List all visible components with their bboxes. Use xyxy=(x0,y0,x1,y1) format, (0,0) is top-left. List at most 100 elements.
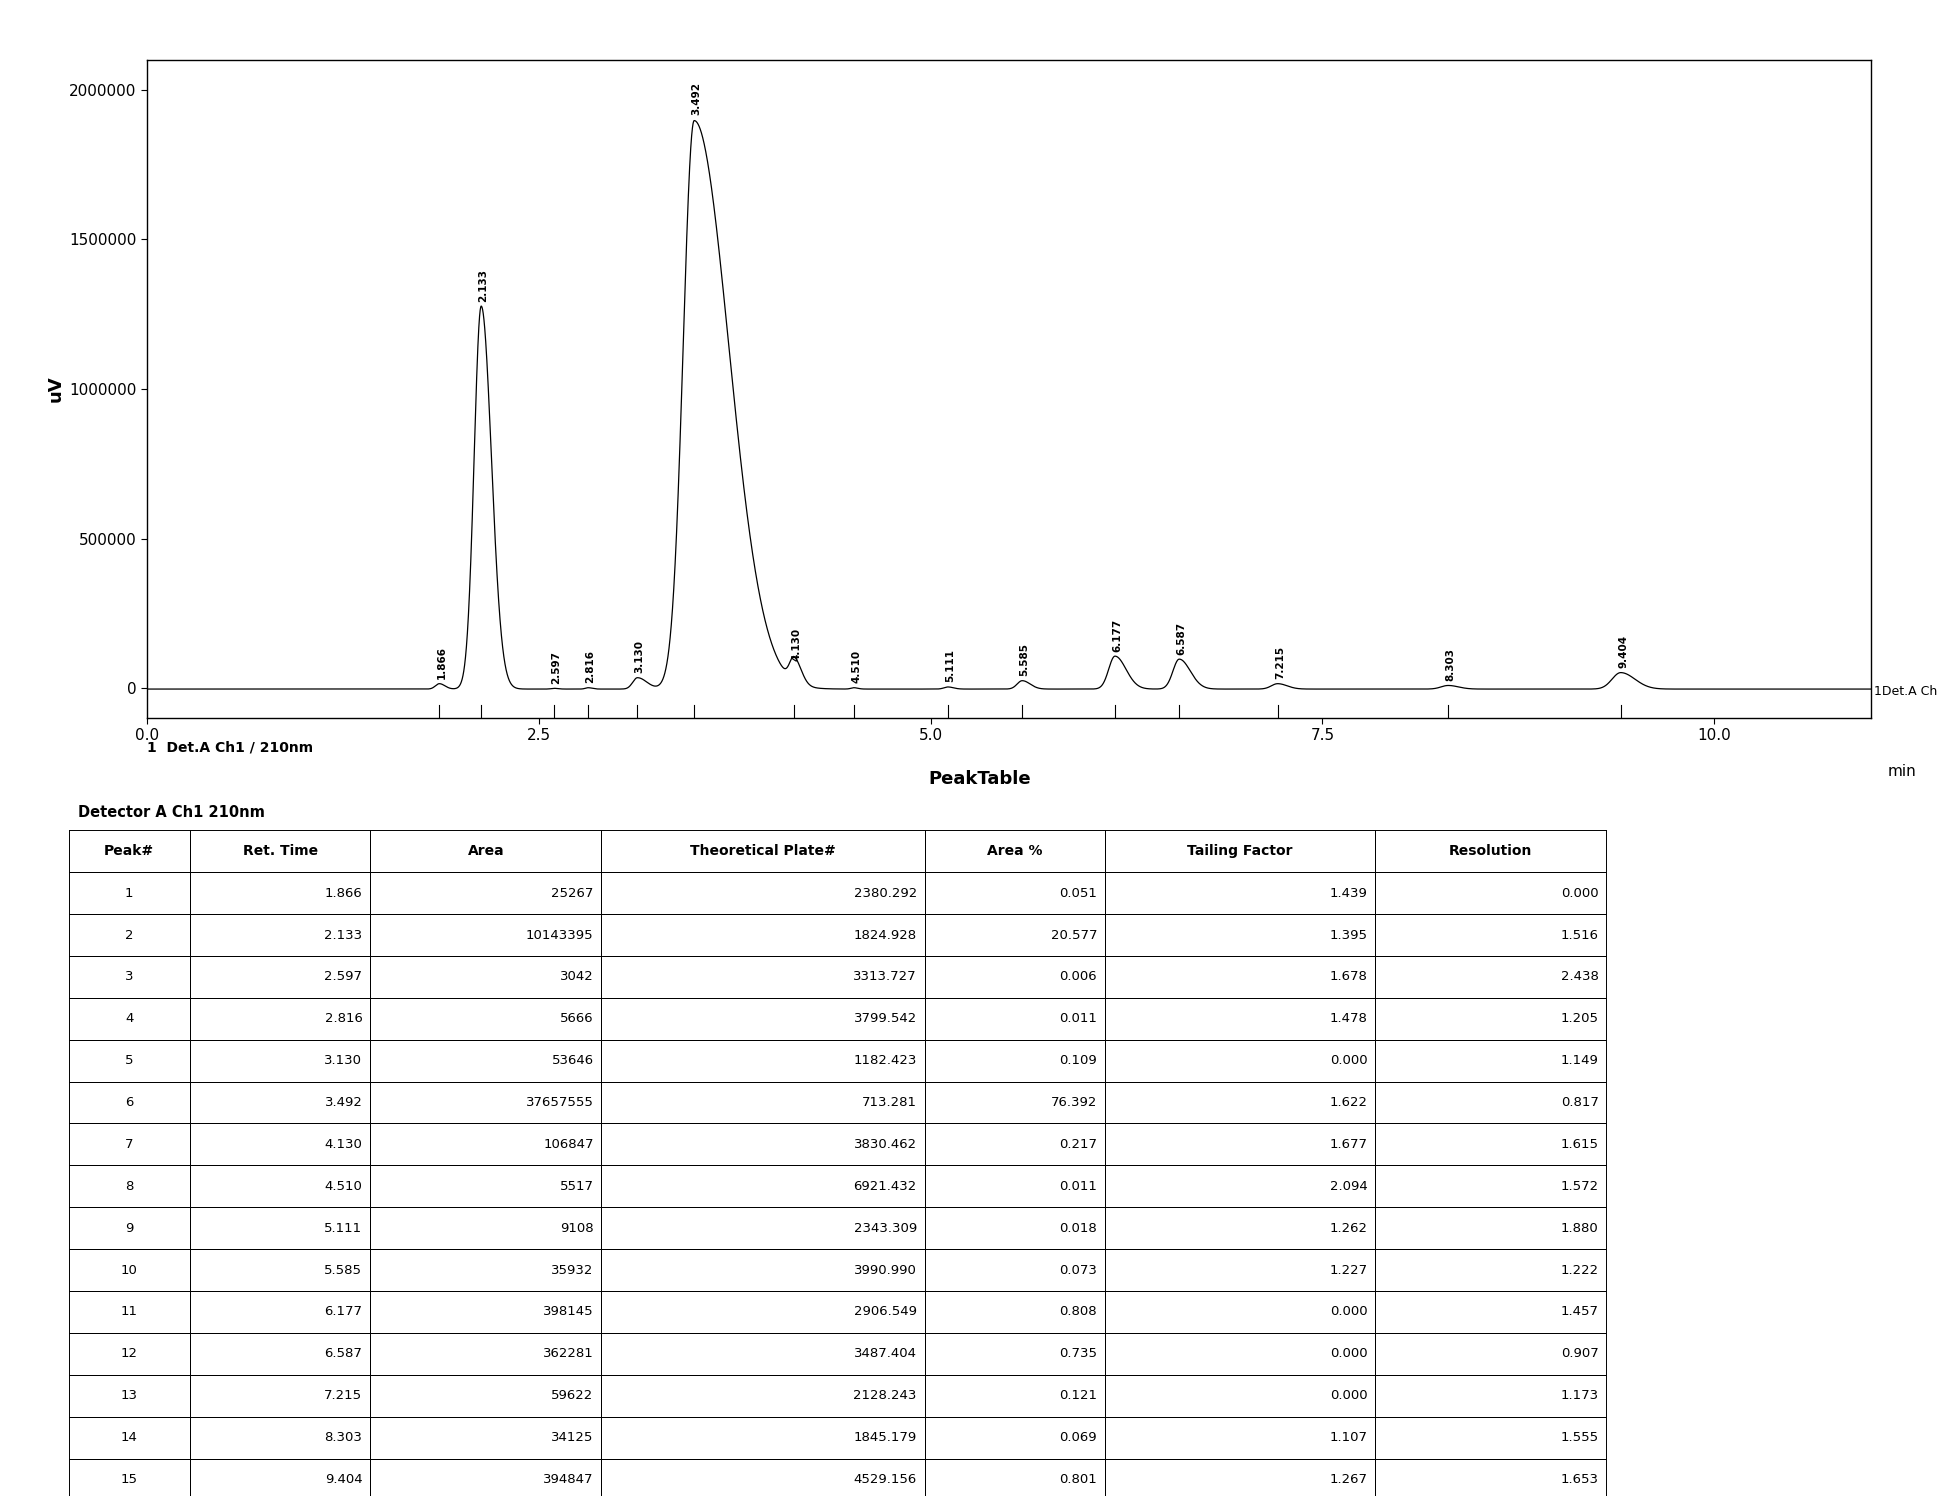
Text: 0.051: 0.051 xyxy=(1060,887,1097,899)
Text: 1.622: 1.622 xyxy=(1330,1097,1367,1109)
Text: 6.587: 6.587 xyxy=(1177,621,1187,655)
Text: 2380.292: 2380.292 xyxy=(854,887,917,899)
Text: 1.457: 1.457 xyxy=(1561,1306,1599,1318)
Y-axis label: uV: uV xyxy=(47,375,65,402)
Text: 0.018: 0.018 xyxy=(1060,1222,1097,1234)
Text: 15: 15 xyxy=(121,1474,137,1486)
Text: 3.492: 3.492 xyxy=(692,82,701,115)
Text: 0.011: 0.011 xyxy=(1060,1180,1097,1192)
Text: 25267: 25267 xyxy=(550,887,594,899)
Text: 4.130: 4.130 xyxy=(791,627,801,661)
Text: 1.615: 1.615 xyxy=(1561,1138,1599,1150)
Text: 10143395: 10143395 xyxy=(525,929,594,941)
Text: min: min xyxy=(1888,764,1916,779)
Text: 0.000: 0.000 xyxy=(1561,887,1599,899)
Text: 0.817: 0.817 xyxy=(1561,1097,1599,1109)
Text: 3.130: 3.130 xyxy=(325,1055,362,1067)
Text: Ret. Time: Ret. Time xyxy=(243,844,317,859)
Text: 394847: 394847 xyxy=(543,1474,594,1486)
Text: Area %: Area % xyxy=(987,844,1042,859)
Text: 1.866: 1.866 xyxy=(325,887,362,899)
Text: 0.073: 0.073 xyxy=(1060,1264,1097,1276)
Text: 7: 7 xyxy=(125,1138,133,1150)
Text: 4.130: 4.130 xyxy=(325,1138,362,1150)
Text: 4529.156: 4529.156 xyxy=(854,1474,917,1486)
Text: 8.303: 8.303 xyxy=(325,1432,362,1444)
Text: 59622: 59622 xyxy=(550,1390,594,1402)
Text: 76.392: 76.392 xyxy=(1050,1097,1097,1109)
Text: 3: 3 xyxy=(125,971,133,983)
Text: 12: 12 xyxy=(121,1348,137,1360)
Text: 1.555: 1.555 xyxy=(1561,1432,1599,1444)
Text: 9.404: 9.404 xyxy=(325,1474,362,1486)
Text: 2.597: 2.597 xyxy=(550,651,562,684)
Text: 3799.542: 3799.542 xyxy=(854,1013,917,1025)
Text: 1  Det.A Ch1 / 210nm: 1 Det.A Ch1 / 210nm xyxy=(147,741,313,754)
Text: 8.303: 8.303 xyxy=(1446,648,1456,681)
Text: 1182.423: 1182.423 xyxy=(854,1055,917,1067)
Text: 2906.549: 2906.549 xyxy=(854,1306,917,1318)
Text: 0.069: 0.069 xyxy=(1060,1432,1097,1444)
Text: 9.404: 9.404 xyxy=(1618,634,1628,669)
Text: 1.222: 1.222 xyxy=(1561,1264,1599,1276)
Text: Peak#: Peak# xyxy=(104,844,155,859)
Text: 1.880: 1.880 xyxy=(1561,1222,1599,1234)
Text: 5517: 5517 xyxy=(560,1180,594,1192)
Text: 362281: 362281 xyxy=(543,1348,594,1360)
Text: 1.677: 1.677 xyxy=(1330,1138,1367,1150)
Text: 7.215: 7.215 xyxy=(1275,646,1285,679)
Text: 1.653: 1.653 xyxy=(1561,1474,1599,1486)
Text: 4.510: 4.510 xyxy=(325,1180,362,1192)
Text: 3042: 3042 xyxy=(560,971,594,983)
Text: 0.109: 0.109 xyxy=(1060,1055,1097,1067)
Text: 6.177: 6.177 xyxy=(325,1306,362,1318)
Text: 398145: 398145 xyxy=(543,1306,594,1318)
Text: Detector A Ch1 210nm: Detector A Ch1 210nm xyxy=(78,805,264,820)
Text: Theoretical Plate#: Theoretical Plate# xyxy=(690,844,836,859)
Text: 1.205: 1.205 xyxy=(1561,1013,1599,1025)
Text: 1Det.A Ch: 1Det.A Ch xyxy=(1875,685,1937,699)
Text: 1.866: 1.866 xyxy=(437,646,447,679)
Text: 1.572: 1.572 xyxy=(1561,1180,1599,1192)
Text: 34125: 34125 xyxy=(550,1432,594,1444)
Text: 2.133: 2.133 xyxy=(478,269,488,302)
Text: 20.577: 20.577 xyxy=(1050,929,1097,941)
Text: 8: 8 xyxy=(125,1180,133,1192)
Text: 0.000: 0.000 xyxy=(1330,1390,1367,1402)
Text: Area: Area xyxy=(468,844,503,859)
Text: 1.149: 1.149 xyxy=(1561,1055,1599,1067)
Text: 6: 6 xyxy=(125,1097,133,1109)
Text: 0.735: 0.735 xyxy=(1060,1348,1097,1360)
Text: 0.000: 0.000 xyxy=(1330,1306,1367,1318)
Text: 1.227: 1.227 xyxy=(1330,1264,1367,1276)
Text: 1.478: 1.478 xyxy=(1330,1013,1367,1025)
Text: 0.808: 0.808 xyxy=(1060,1306,1097,1318)
Text: 3990.990: 3990.990 xyxy=(854,1264,917,1276)
Text: 1.516: 1.516 xyxy=(1561,929,1599,941)
Text: 1: 1 xyxy=(125,887,133,899)
Text: 2.094: 2.094 xyxy=(1330,1180,1367,1192)
Text: 0.000: 0.000 xyxy=(1330,1348,1367,1360)
Text: Tailing Factor: Tailing Factor xyxy=(1187,844,1293,859)
Text: 0.000: 0.000 xyxy=(1330,1055,1367,1067)
Text: 5.585: 5.585 xyxy=(1019,643,1030,676)
Text: 4: 4 xyxy=(125,1013,133,1025)
Text: 35932: 35932 xyxy=(550,1264,594,1276)
Text: 3.130: 3.130 xyxy=(635,640,645,673)
Text: 5666: 5666 xyxy=(560,1013,594,1025)
Text: Resolution: Resolution xyxy=(1450,844,1532,859)
Text: 2.816: 2.816 xyxy=(325,1013,362,1025)
Text: 2: 2 xyxy=(125,929,133,941)
Text: 1845.179: 1845.179 xyxy=(854,1432,917,1444)
Text: 1.678: 1.678 xyxy=(1330,971,1367,983)
Text: 1.173: 1.173 xyxy=(1561,1390,1599,1402)
Text: 3487.404: 3487.404 xyxy=(854,1348,917,1360)
Text: 5.111: 5.111 xyxy=(325,1222,362,1234)
Text: 2.438: 2.438 xyxy=(1561,971,1599,983)
Text: 53646: 53646 xyxy=(550,1055,594,1067)
Text: 713.281: 713.281 xyxy=(862,1097,917,1109)
Text: 0.011: 0.011 xyxy=(1060,1013,1097,1025)
Text: 3830.462: 3830.462 xyxy=(854,1138,917,1150)
Text: PeakTable: PeakTable xyxy=(929,770,1030,788)
Text: 106847: 106847 xyxy=(543,1138,594,1150)
